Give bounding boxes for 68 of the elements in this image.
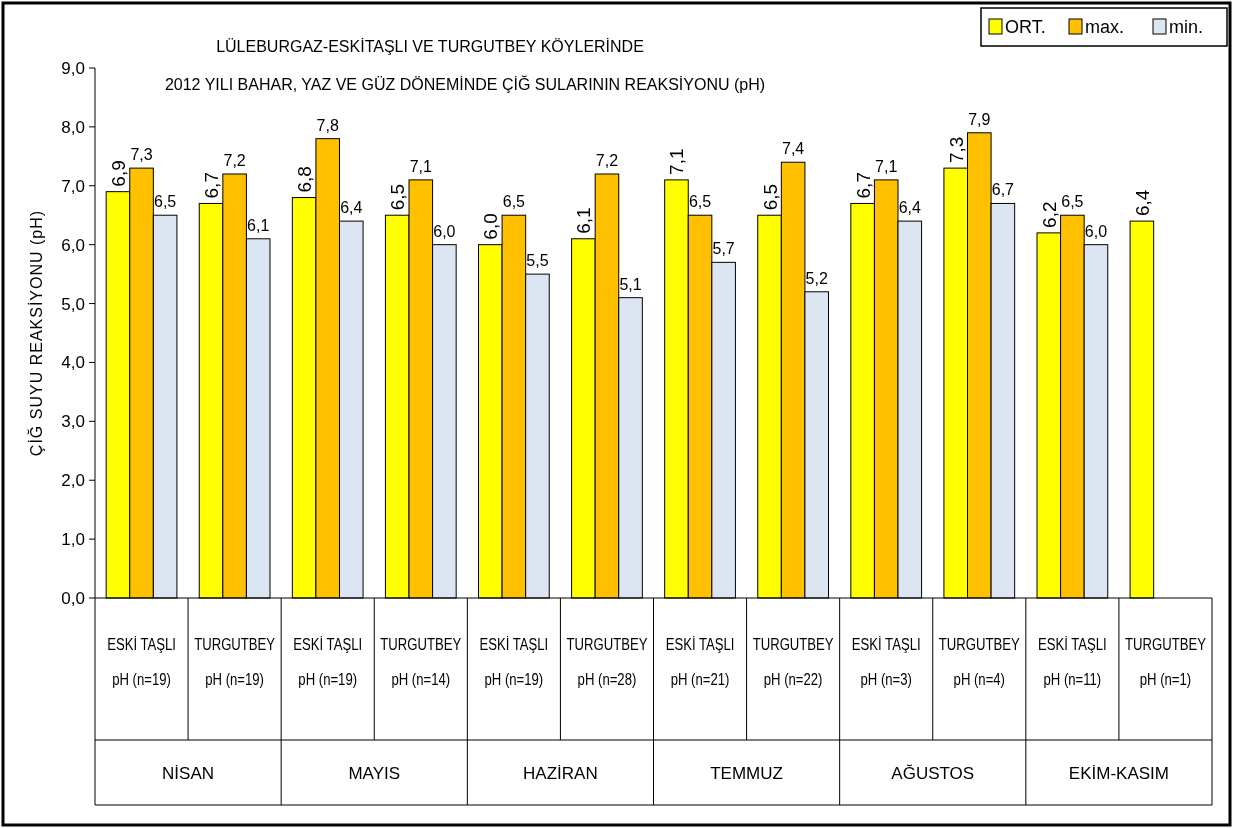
data-label: 7,1	[409, 157, 433, 175]
text: 2012 YILI BAHAR, YAZ VE GÜZ DÖNEMİNDE ÇİĞ SULARININ REAKSİYONU (pH)	[164, 75, 766, 93]
data-label: 6,4	[898, 199, 922, 217]
data-label: 7,1	[875, 157, 898, 175]
legend-label: ORT.	[1005, 17, 1046, 37]
x-tick-label: TURGUTBEY pH (n=1)	[1125, 635, 1207, 689]
x-tick-label: ESKİ TAŞLI pH (n=11)	[1037, 634, 1107, 689]
data-label: 6,5	[688, 193, 712, 211]
x-tick-label: TURGUTBEY pH (n=28)	[566, 635, 648, 689]
data-label: 6,7	[201, 172, 223, 199]
text: NİSAN	[162, 764, 215, 783]
y-tick-label: 8,0	[61, 117, 85, 137]
chart-title: LÜLEBURGAZ-ESKİTAŞLI VE TURGUTBEY KÖYLERİNDE	[216, 37, 644, 55]
y-axis-title: ÇİĞ SUYU REAKSİYONU (pH)	[27, 209, 45, 457]
x-tick-label: ESKİ TAŞLI pH (n=21)	[665, 634, 735, 689]
y-tick-label: 0,0	[61, 589, 85, 608]
data-label: 6,5	[759, 183, 781, 211]
data-label: 7,2	[223, 152, 246, 169]
x-tick-label: TURGUTBEY pH (n=14)	[380, 635, 462, 689]
x-tick-label: ESKİ TAŞLI pH (n=19)	[293, 634, 363, 689]
x-tick-label: TURGUTBEY pH (n=22)	[752, 635, 834, 689]
y-tick-label: 6,0	[61, 235, 85, 255]
y-tick-label: 2,0	[61, 471, 85, 491]
data-label: 5,2	[805, 269, 828, 287]
data-label: 6,9	[107, 160, 129, 187]
data-label: 6,4	[1131, 189, 1153, 217]
data-label: 6,1	[573, 207, 595, 234]
legend-label: min.	[1169, 17, 1204, 37]
y-tick-label: 3,0	[61, 412, 85, 432]
data-label: 5,5	[526, 252, 549, 270]
x-tick-label: ESKİ TAŞLI pH (n=19)	[107, 634, 176, 689]
x-tick-label: TURGUTBEY pH (n=19)	[194, 635, 276, 689]
data-label: 7,1	[666, 148, 688, 175]
data-label: 6,0	[1084, 222, 1108, 240]
data-label: 6,5	[502, 193, 526, 211]
data-label: 6,8	[294, 166, 316, 193]
data-label: 6,4	[340, 199, 363, 217]
text: AĞUSTOS	[891, 764, 975, 783]
data-label: 5,7	[712, 240, 735, 258]
y-tick-label: 5,0	[61, 294, 85, 314]
legend-label: max.	[1085, 17, 1125, 37]
text: TEMMUZ	[710, 764, 783, 783]
data-label: 7,4	[782, 140, 805, 158]
data-label: 6,5	[1061, 193, 1084, 211]
text: HAZİRAN	[523, 764, 598, 783]
data-label: 7,3	[130, 146, 153, 164]
data-label: 6,7	[852, 172, 874, 199]
text: EKİM-KASIM	[1068, 764, 1169, 783]
data-label: 7,2	[595, 152, 619, 169]
data-label: 6,2	[1038, 201, 1060, 228]
y-tick-label: 7,0	[61, 176, 85, 196]
data-label: 7,8	[316, 116, 339, 134]
data-label: 6,0	[480, 213, 502, 240]
y-tick-label: 1,0	[61, 530, 85, 550]
text: MAYIS	[348, 764, 401, 783]
y-tick-label: 9,0	[61, 59, 85, 78]
x-tick-label: ESKİ TAŞLI pH (n=3)	[851, 634, 921, 689]
data-label: 7,3	[945, 136, 967, 164]
x-tick-label: TURGUTBEY pH (n=4)	[938, 635, 1020, 689]
data-label: 6,1	[247, 216, 270, 234]
data-label: 5,1	[619, 275, 642, 293]
data-label: 6,5	[154, 193, 177, 211]
data-label: 6,0	[433, 222, 456, 240]
y-tick-label: 4,0	[61, 353, 85, 373]
x-tick-label: ESKİ TAŞLI pH (n=19)	[479, 634, 549, 689]
data-label: 6,7	[991, 181, 1015, 199]
data-label: 7,9	[968, 110, 991, 128]
data-label: 6,5	[387, 183, 409, 211]
